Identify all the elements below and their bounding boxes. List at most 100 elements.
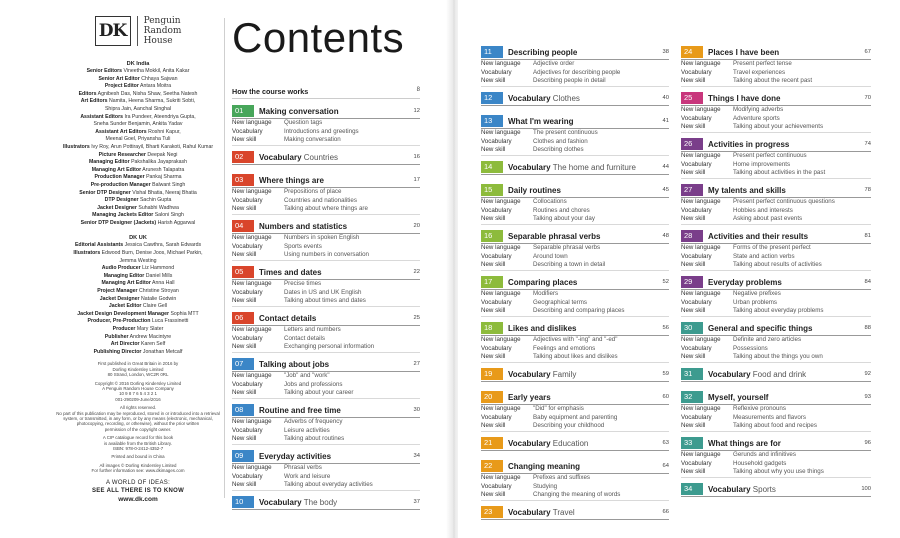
unit-number-badge: 24 [681,46,703,58]
unit-entry[interactable]: 04 Numbers and statistics 20 New language Nu… [232,220,420,261]
unit-title-text: Everyday activities [259,451,332,461]
credit-line: DTP Designer Sachin Gupta [56,197,220,205]
detail-label: New skill [232,343,257,351]
unit-entry[interactable]: 10 Vocabulary The body 37 [232,496,420,510]
unit-entry[interactable]: 28 Activities and their results 81 New lang… [681,230,871,271]
unit-entry[interactable]: 31 Vocabulary Food and drink 92 [681,368,871,382]
unit-detail-row: Vocabulary Travel experiences [681,69,871,78]
intro-entry[interactable]: How the course works 8 [232,87,420,99]
unit-entry[interactable]: 15 Daily routines 45 New language Collocatio… [481,184,669,225]
detail-value: Studying [533,482,558,490]
unit-entry[interactable]: 17 Comparing places 52 New language Modifier… [481,276,669,317]
unit-entry[interactable]: 12 Vocabulary Clothes 40 [481,92,669,106]
publisher-logo: DK Penguin Random House [56,16,220,46]
unit-entry[interactable]: 22 Changing meaning 64 New language Prefixes… [481,460,669,501]
unit-header: 06 Contact details 25 [232,312,420,324]
detail-label: New skill [232,251,257,259]
unit-page-number: 40 [662,95,669,101]
unit-page-number: 78 [864,187,871,193]
unit-entry[interactable]: 08 Routine and free time 30 New language Adv… [232,404,420,445]
unit-page-number: 30 [413,407,420,413]
unit-page-number: 60 [662,394,669,400]
credit-names: Jonathan Metcalf [142,348,183,355]
unit-detail-row: Vocabulary Contact details [232,335,420,344]
unit-entry[interactable]: 07 Talking about jobs 27 New language "Job" … [232,358,420,399]
unit-detail-row: New skill Describing people in detail [481,77,669,87]
detail-label: New language [481,60,521,67]
unit-title: Vocabulary Clothes [508,94,580,103]
credit-role: Pre-production Manager [90,181,151,188]
unit-header: 16 Separable phrasal verbs 48 [481,230,669,242]
unit-entry[interactable]: 11 Describing people 38 New language Adjecti… [481,46,669,87]
unit-entry[interactable]: 05 Times and dates 22 New language Precise t… [232,266,420,307]
unit-entry[interactable]: 02 Vocabulary Countries 16 [232,151,420,165]
credit-names: Ira Pundeer, Ateendriya Gupta, [124,113,196,120]
detail-value: Talking about results of activities [733,261,822,269]
detail-label: New language [481,405,521,412]
credit-names: Jessica Cawthra, Sarah Edwards [124,242,202,249]
unit-entry[interactable]: 21 Vocabulary Education 63 [481,437,669,451]
unit-rule [681,59,871,60]
unit-rule [481,128,669,129]
unit-number-badge: 34 [681,483,703,495]
tagline: A WORLD OF IDEAS: [105,479,171,486]
detail-label: New language [681,106,721,113]
credit-role: Editorial Assistants [74,242,124,249]
unit-title: Describing people [508,48,577,57]
detail-value: Present perfect tense [733,60,792,67]
unit-entry[interactable]: 13 What I'm wearing 41 New language The pres… [481,115,669,156]
unit-entry[interactable]: 32 Myself, yourself 93 New language Reflexiv… [681,391,871,432]
detail-label: New skill [232,389,257,397]
detail-value: Household gadgets [733,459,787,467]
credit-role: Jacket Editor [108,303,142,310]
unit-entry[interactable]: 30 General and specific things 88 New langu… [681,322,871,363]
unit-entry[interactable]: 26 Activities in progress 74 New language Pr… [681,138,871,179]
unit-detail-row: New language Forms of the present perfect [681,244,871,253]
detail-label: New language [232,119,272,126]
unit-entry[interactable]: 23 Vocabulary Travel 66 [481,506,669,520]
credit-line: Senior Editors Vineetha Mokkil, Anita Ka… [56,68,220,76]
credit-names: Vineetha Mokkil, Anita Kakar [123,68,190,74]
unit-detail-row: New language Negative prefixes [681,290,871,299]
unit-entry[interactable]: 25 Things I have done 70 New language Modify… [681,92,871,133]
unit-title: Vocabulary The home and furniture [508,163,636,172]
credit-role: Publishing Director [93,348,142,355]
unit-entry[interactable]: 24 Places I have been 67 New language Presen… [681,46,871,87]
credit-names: Chhaya Sajwan [141,75,178,82]
unit-entry[interactable]: 06 Contact details 25 New language Letters a… [232,312,420,353]
unit-entry[interactable]: 09 Everyday activities 34 New language Phras… [232,450,420,491]
unit-page-number: 48 [662,233,669,239]
unit-number-badge: 05 [232,266,254,278]
unit-header: 23 Vocabulary Travel 66 [481,506,669,518]
unit-detail-row: Vocabulary Baby equipment and parenting [481,414,669,423]
detail-value: Talking about your day [533,215,595,223]
detail-label: New language [681,152,721,159]
unit-entry[interactable]: 34 Vocabulary Sports 100 [681,483,871,497]
unit-rule [681,105,871,106]
unit-detail-row: New language "Did" for emphasis [481,405,669,414]
unit-number-badge: 04 [232,220,254,232]
unit-number-badge: 21 [481,437,503,449]
legal-line: ISBN: 978-0-2412-4352-7 [112,446,164,452]
unit-header: 04 Numbers and statistics 20 [232,220,420,232]
detail-label: New skill [681,123,706,131]
unit-entry[interactable]: 27 My talents and skills 78 New language Pre… [681,184,871,225]
unit-entry[interactable]: 19 Vocabulary Family 59 [481,368,669,382]
unit-page-number: 27 [413,361,420,367]
unit-entry[interactable]: 14 Vocabulary The home and furniture 44 [481,161,669,175]
unit-page-number: 52 [662,279,669,285]
credit-line: Jacket Design Development Manager Sophia… [56,311,220,319]
unit-entry[interactable]: 20 Early years 60 New language "Did" for emp… [481,391,669,432]
detail-label: Vocabulary [232,242,263,250]
unit-entry[interactable]: 18 Likes and dislikes 56 New language Adject… [481,322,669,363]
unit-entry[interactable]: 01 Making conversation 12 New language Quest… [232,105,420,146]
unit-entry[interactable]: 16 Separable phrasal verbs 48 New language S… [481,230,669,271]
detail-label: Vocabulary [681,114,712,122]
unit-entry[interactable]: 33 What things are for 96 New language Gerun… [681,437,871,478]
unit-entry[interactable]: 29 Everyday problems 84 New language Negativ… [681,276,871,317]
unit-entry[interactable]: 03 Where things are 17 New language Preposit… [232,174,420,215]
unit-header: 10 Vocabulary The body 37 [232,496,420,508]
website: www.dk.com [118,495,158,503]
unit-title: What I'm wearing [508,117,573,126]
publisher-line: Penguin [143,16,181,26]
